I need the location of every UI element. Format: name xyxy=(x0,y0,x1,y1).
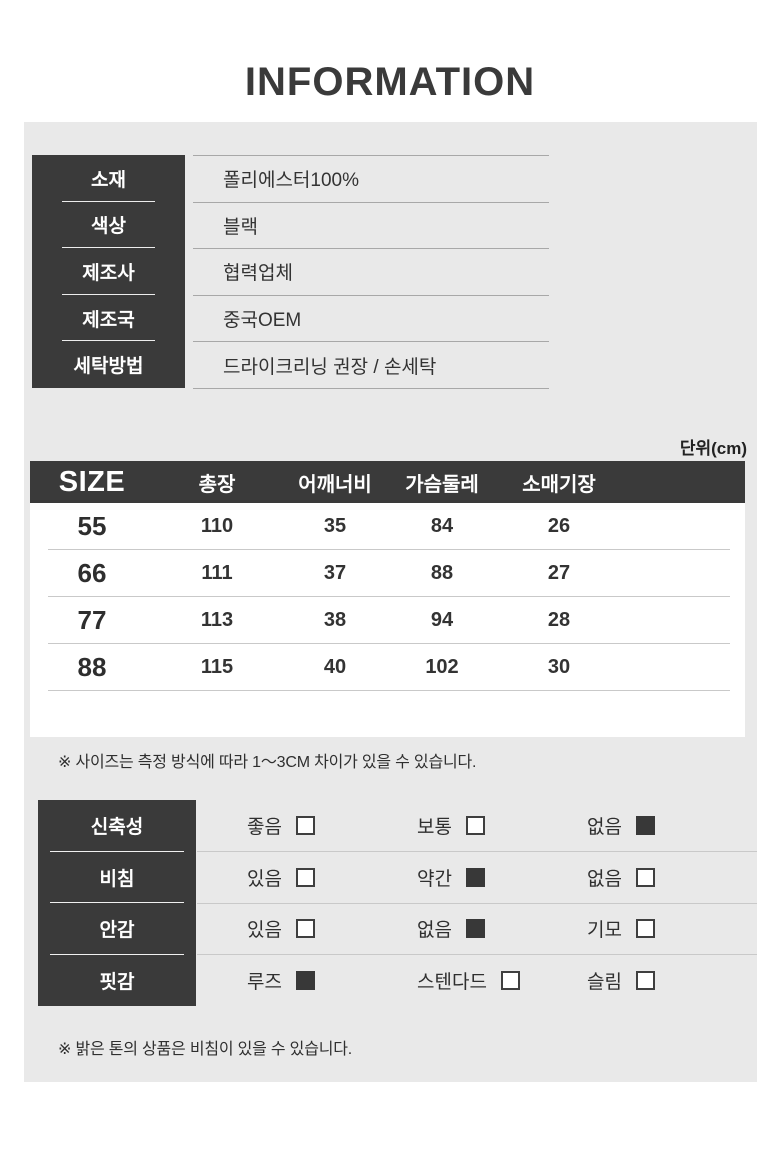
checkbox-icon xyxy=(635,867,655,887)
attribute-option-label: 없음 xyxy=(417,920,452,942)
chest-cell: 84 xyxy=(430,515,454,537)
info-value-material: 폴리에스터100% xyxy=(193,156,549,203)
attribute-option: 없음 xyxy=(417,915,587,942)
attribute-option-label: 없음 xyxy=(587,868,622,890)
checkbox-icon xyxy=(465,867,485,887)
info-label-color: 색상 xyxy=(32,202,185,249)
info-label-washing: 세탁방법 xyxy=(73,356,144,378)
info-value-manufacturer: 협력업체 xyxy=(193,249,549,296)
size-table-header: SIZE 총장 어깨너비 가슴둘레 소매기장 xyxy=(30,461,745,503)
size-header-shoulder: 어깨너비 xyxy=(298,473,372,496)
checkbox-icon xyxy=(500,971,520,991)
checkbox-icon xyxy=(295,867,315,887)
shoulder-cell: 38 xyxy=(323,609,347,631)
attr-label-lining: 안감 xyxy=(38,903,196,955)
attr-label-fit: 핏감 xyxy=(99,971,135,993)
unit-label: 단위(cm) xyxy=(679,439,747,458)
attribute-option: 좋음 xyxy=(247,812,417,839)
chest-cell: 94 xyxy=(430,609,454,631)
attribute-option: 없음 xyxy=(587,864,757,891)
attribute-option-label: 있음 xyxy=(247,920,282,942)
sleeve-cell: 28 xyxy=(547,609,571,631)
info-value-washing: 드라이크리닝 권장 / 손세탁 xyxy=(193,342,549,389)
info-panel: 소재 색상 제조사 제조국 세탁방법 폴리에스터100% 블랙 협력업체 중국O… xyxy=(24,122,757,1082)
info-label-manufacturer: 제조사 xyxy=(32,248,185,295)
attr-label-sheerness: 비침 xyxy=(38,852,196,904)
size-cell: 66 xyxy=(77,558,107,588)
attribute-option: 있음 xyxy=(247,915,417,942)
attr-row-lining: 있음 없음 기모 xyxy=(197,904,757,956)
attribute-option: 보통 xyxy=(417,812,587,839)
total-length-cell: 110 xyxy=(200,515,234,537)
chest-cell: 102 xyxy=(425,656,459,678)
attribute-option-label: 루즈 xyxy=(247,972,282,994)
size-cell: 77 xyxy=(77,605,107,635)
sleeve-cell: 26 xyxy=(547,515,571,537)
checkbox-icon xyxy=(295,971,315,991)
size-table: SIZE 총장 어깨너비 가슴둘레 소매기장 55 110 35 84 26 6… xyxy=(30,461,745,737)
sheerness-warning-note: ※ 밝은 톤의 상품은 비침이 있을 수 있습니다. xyxy=(58,1041,353,1058)
checkbox-icon xyxy=(635,815,655,835)
attribute-option: 루즈 xyxy=(247,967,417,994)
info-table-label-column: 소재 색상 제조사 제조국 세탁방법 xyxy=(32,155,185,388)
info-label-material: 소재 xyxy=(32,155,185,202)
checkbox-icon xyxy=(635,971,655,991)
size-header-size: SIZE xyxy=(58,465,126,498)
size-row-66: 66 111 37 88 27 xyxy=(30,550,745,597)
size-header-total-length: 총장 xyxy=(198,473,236,496)
sleeve-cell: 30 xyxy=(547,656,571,678)
info-value-country: 중국OEM xyxy=(193,296,549,343)
chest-cell: 88 xyxy=(430,562,454,584)
shoulder-cell: 37 xyxy=(323,562,347,584)
attribute-option-label: 약간 xyxy=(417,868,452,890)
size-cell: 55 xyxy=(77,511,107,541)
info-label-country: 제조국 xyxy=(32,295,185,342)
attribute-option-label: 없음 xyxy=(587,816,622,838)
total-length-cell: 115 xyxy=(200,656,234,678)
attr-row-fit: 루즈 스텐다드 슬림 xyxy=(197,955,757,1006)
info-value-color: 블랙 xyxy=(193,203,549,250)
attribute-option-label: 스텐다드 xyxy=(417,972,487,994)
attribute-option-label: 좋음 xyxy=(247,816,282,838)
checkbox-icon xyxy=(295,815,315,835)
attribute-option: 기모 xyxy=(587,915,757,942)
info-table-value-column: 폴리에스터100% 블랙 협력업체 중국OEM 드라이크리닝 권장 / 손세탁 xyxy=(193,155,549,389)
size-table-body: 55 110 35 84 26 66 111 37 88 27 77 113 3… xyxy=(30,503,745,737)
size-tolerance-note: ※ 사이즈는 측정 방식에 따라 1～3CM 차이가 있을 수 있습니다. xyxy=(58,754,477,771)
attribute-option-label: 슬림 xyxy=(587,972,622,994)
total-length-cell: 113 xyxy=(200,609,234,631)
sleeve-cell: 27 xyxy=(547,562,571,584)
attribute-option-label: 있음 xyxy=(247,868,282,890)
size-row-88: 88 115 40 102 30 xyxy=(30,644,745,691)
attribute-option: 스텐다드 xyxy=(417,967,587,994)
attribute-option: 없음 xyxy=(587,812,757,839)
shoulder-cell: 35 xyxy=(323,515,347,537)
attr-label-elasticity: 신축성 xyxy=(38,800,196,852)
attr-row-sheerness: 있음 약간 없음 xyxy=(197,852,757,904)
attr-row-elasticity: 좋음 보통 없음 xyxy=(197,800,757,852)
attribute-table-label-column: 신축성 비침 안감 핏감 xyxy=(38,800,196,1006)
attribute-option-label: 기모 xyxy=(587,920,622,942)
attribute-option-label: 보통 xyxy=(417,816,452,838)
checkbox-icon xyxy=(465,919,485,939)
size-header-sleeve: 소매기장 xyxy=(522,473,596,496)
size-cell: 88 xyxy=(77,652,107,682)
checkbox-icon xyxy=(295,919,315,939)
page-title: INFORMATION xyxy=(244,60,536,104)
size-row-55: 55 110 35 84 26 xyxy=(30,503,745,550)
size-row-77: 77 113 38 94 28 xyxy=(30,597,745,644)
shoulder-cell: 40 xyxy=(323,656,347,678)
checkbox-icon xyxy=(465,815,485,835)
attribute-option: 있음 xyxy=(247,864,417,891)
attribute-option: 슬림 xyxy=(587,967,757,994)
attribute-table-options: 좋음 보통 없음 있음 약간 xyxy=(197,800,757,1006)
checkbox-icon xyxy=(635,919,655,939)
attribute-option: 약간 xyxy=(417,864,587,891)
total-length-cell: 111 xyxy=(201,562,233,584)
size-header-chest: 가슴둘레 xyxy=(405,473,479,496)
